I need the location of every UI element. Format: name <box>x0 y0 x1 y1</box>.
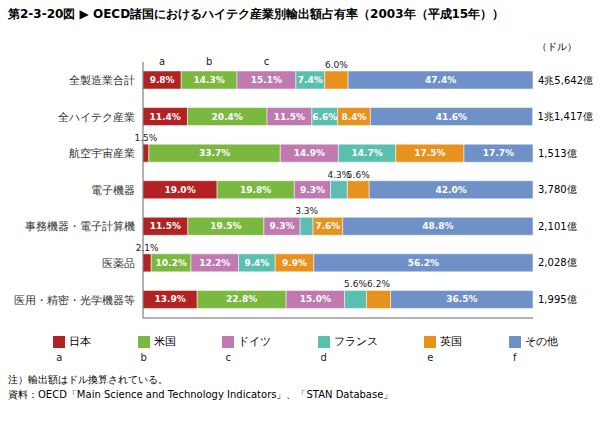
svg-text:6.0%: 6.0% <box>325 60 348 70</box>
svg-text:20.4%: 20.4% <box>212 112 243 122</box>
svg-text:全ハイテク産業: 全ハイテク産業 <box>58 111 135 124</box>
svg-text:9.3%: 9.3% <box>270 221 295 231</box>
svg-text:14.9%: 14.9% <box>294 148 325 158</box>
svg-text:11.4%: 11.4% <box>150 112 181 122</box>
svg-text:42.0%: 42.0% <box>435 185 466 195</box>
html-text:第2-3-20図 ▶ OECD諸国におけるハイテク産業別輸出: 第2-3-20図 ▶ OECD諸国におけるハイテク産業別輸出額占有率（2003年… <box>8 6 505 21</box>
svg-text:2,101億: 2,101億 <box>538 221 577 232</box>
svg-text:a: a <box>159 56 165 67</box>
svg-text:2.1%: 2.1% <box>136 243 159 253</box>
html-text:c: c <box>225 352 231 363</box>
html-text:その他: その他 <box>524 335 558 348</box>
svg-text:1.5%: 1.5% <box>134 133 157 143</box>
html-text:米国: 米国 <box>153 335 176 348</box>
html-text:ドイツ: ドイツ <box>238 335 272 348</box>
svg-text:56.2%: 56.2% <box>408 258 439 268</box>
svg-text:9.8%: 9.8% <box>150 75 175 85</box>
svg-text:10.2%: 10.2% <box>155 258 186 268</box>
html-text:英国: 英国 <box>440 335 463 348</box>
svg-text:7.4%: 7.4% <box>298 75 323 85</box>
svg-text:事務機器・電子計算機: 事務機器・電子計算機 <box>25 220 135 233</box>
svg-text:19.0%: 19.0% <box>164 185 195 195</box>
svg-text:全製造業合計: 全製造業合計 <box>69 74 135 87</box>
svg-text:電子機器: 電子機器 <box>91 184 135 197</box>
svg-text:4.3%: 4.3% <box>327 169 351 180</box>
svg-text:14.7%: 14.7% <box>351 148 382 158</box>
html-text:（ドル）: （ドル） <box>537 41 577 52</box>
svg-text:5.6%: 5.6% <box>347 170 370 180</box>
svg-text:4兆5,642億: 4兆5,642億 <box>538 75 593 86</box>
svg-text:3.3%: 3.3% <box>295 206 318 216</box>
svg-text:航空宇宙産業: 航空宇宙産業 <box>69 147 135 160</box>
html-text:フランス: フランス <box>333 335 378 348</box>
svg-text:7.6%: 7.6% <box>315 221 340 231</box>
svg-text:9.4%: 9.4% <box>244 258 269 268</box>
html-text:日本: 日本 <box>69 335 92 348</box>
svg-text:2,028億: 2,028億 <box>538 257 577 268</box>
svg-text:1兆1,417億: 1兆1,417億 <box>538 111 593 122</box>
svg-text:15.1%: 15.1% <box>251 75 282 85</box>
svg-text:3,780億: 3,780億 <box>538 184 577 195</box>
svg-text:19.5%: 19.5% <box>210 221 241 231</box>
svg-text:11.5%: 11.5% <box>274 112 305 122</box>
svg-text:48.8%: 48.8% <box>422 221 453 231</box>
svg-text:1,513億: 1,513億 <box>538 148 577 159</box>
svg-text:9.9%: 9.9% <box>282 258 307 268</box>
svg-text:1,995億: 1,995億 <box>538 294 577 305</box>
svg-text:8.4%: 8.4% <box>342 112 367 122</box>
html-text:資料：OECD「Main Science and Techn: 資料：OECD「Main Science and Technology Indi… <box>8 389 394 400</box>
svg-text:47.4%: 47.4% <box>425 75 456 85</box>
svg-text:14.3%: 14.3% <box>193 75 224 85</box>
svg-text:33.7%: 33.7% <box>199 148 230 158</box>
html-text:e: e <box>427 352 434 363</box>
html-text:注）輸出額はドル換算されている。: 注）輸出額はドル換算されている。 <box>8 374 168 385</box>
svg-text:22.8%: 22.8% <box>226 294 257 304</box>
svg-text:15.0%: 15.0% <box>300 294 331 304</box>
html-text:d: d <box>320 352 327 363</box>
svg-text:5.6%: 5.6% <box>344 279 367 289</box>
svg-text:19.8%: 19.8% <box>240 185 271 195</box>
svg-text:c: c <box>264 56 270 67</box>
svg-text:b: b <box>206 56 212 67</box>
svg-text:6.6%: 6.6% <box>312 112 337 122</box>
svg-text:12.2%: 12.2% <box>199 258 230 268</box>
svg-text:医用・精密・光学機器等: 医用・精密・光学機器等 <box>14 294 135 307</box>
html-text:b: b <box>140 352 147 363</box>
html-text:a: a <box>56 352 63 363</box>
svg-text:9.3%: 9.3% <box>300 185 325 195</box>
svg-text:13.9%: 13.9% <box>154 294 185 304</box>
svg-text:41.6%: 41.6% <box>436 112 467 122</box>
svg-text:17.5%: 17.5% <box>414 148 445 158</box>
html-text:f: f <box>513 352 517 363</box>
svg-text:11.5%: 11.5% <box>150 221 181 231</box>
svg-text:17.7%: 17.7% <box>483 148 514 158</box>
svg-text:36.5%: 36.5% <box>446 294 477 304</box>
svg-text:6.2%: 6.2% <box>367 279 390 289</box>
svg-text:医薬品: 医薬品 <box>102 257 135 270</box>
